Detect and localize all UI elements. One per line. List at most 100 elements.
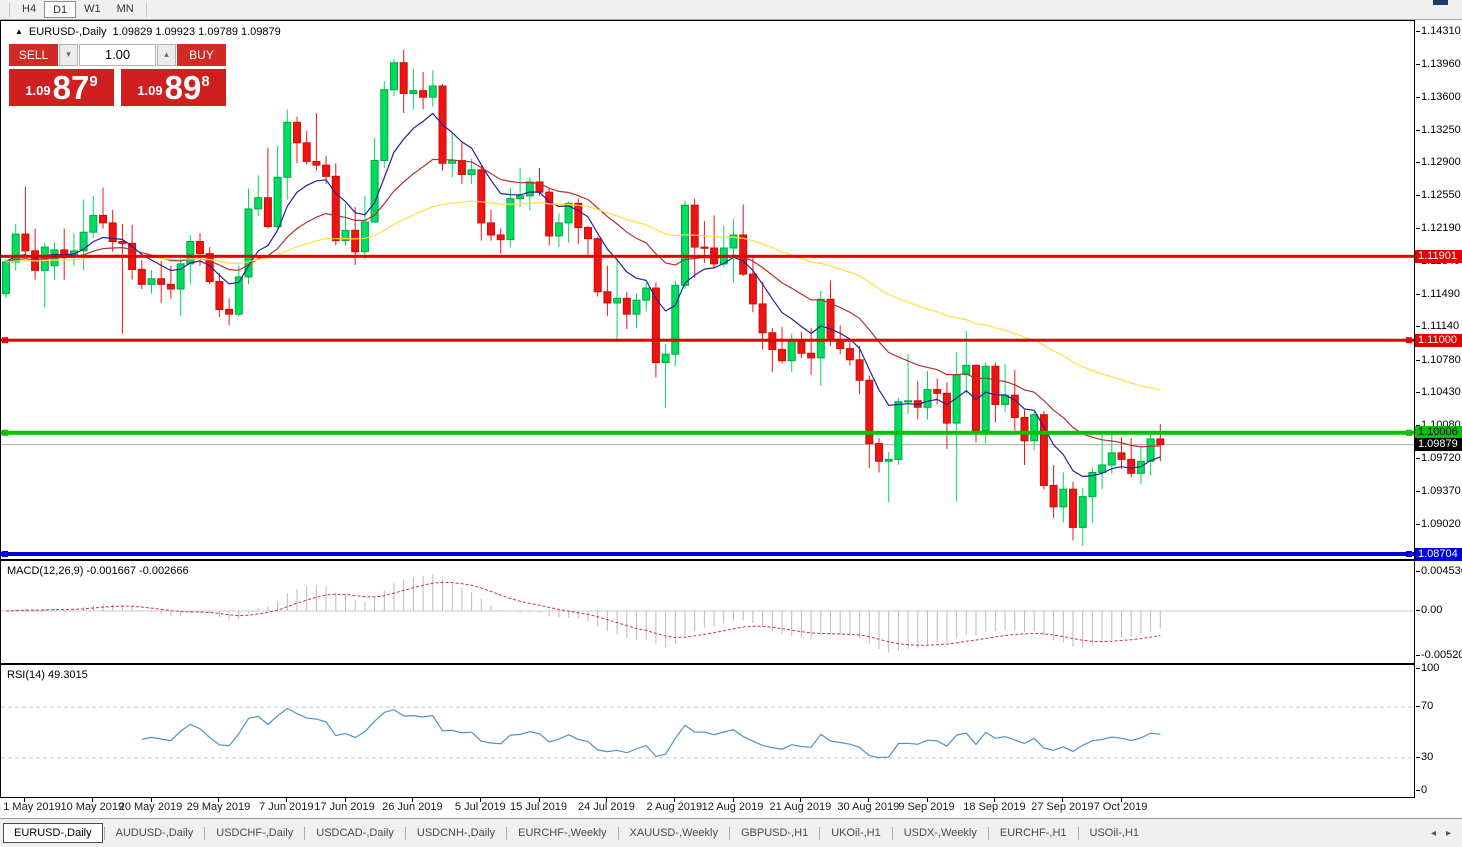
date-tick-mark xyxy=(480,798,482,802)
price-tick: 1.12550 xyxy=(1416,189,1461,201)
tab-separator xyxy=(891,826,893,840)
price-level-chip: 1.11901 xyxy=(1415,249,1462,263)
date-tick-label: 18 Sep 2019 xyxy=(963,801,1026,813)
date-tick-label: 21 Aug 2019 xyxy=(769,801,832,813)
rsi-label: RSI(14) 49.3015 xyxy=(7,669,88,681)
date-tick-label: 2 Aug 2019 xyxy=(646,801,703,813)
date-tick-mark xyxy=(344,798,346,802)
tab-usoil-h1[interactable]: USOil-,H1 xyxy=(1089,827,1140,839)
date-tick-label: 30 Aug 2019 xyxy=(837,801,900,813)
price-tick: 1.09720 xyxy=(1416,452,1461,464)
date-tick-mark xyxy=(286,798,288,802)
macd-indicator-pane[interactable]: MACD(12,26,9) -0.001667 -0.002666 xyxy=(0,560,1415,664)
price-tick: 1.13960 xyxy=(1416,58,1461,70)
tab-separator xyxy=(728,826,730,840)
tab-eurchf-weekly[interactable]: EURCHF-,Weekly xyxy=(518,827,607,839)
buy-price-pips: 89 xyxy=(164,69,202,106)
date-tick-mark xyxy=(218,798,220,802)
tab-eurchf-h1[interactable]: EURCHF-,H1 xyxy=(999,827,1067,839)
date-tick-mark xyxy=(1062,798,1064,802)
date-tick-mark xyxy=(538,798,540,802)
tab-ukoil-h1[interactable]: UKOil-,H1 xyxy=(831,827,881,839)
rsi-tick: 0 xyxy=(1416,784,1427,796)
date-tick-mark xyxy=(24,798,26,802)
rsi-tick: 30 xyxy=(1416,751,1433,763)
date-tick-label: 7 Jun 2019 xyxy=(259,801,314,813)
buy-price-base: 1.09 xyxy=(137,83,163,98)
macd-tick: 0.004536 xyxy=(1416,565,1462,577)
rsi-tick: 70 xyxy=(1416,700,1433,712)
time-scale[interactable]: 1 May 2019 10 May 2019 20 May 2019 29 May 2… xyxy=(0,798,1415,818)
macd-tick: 0.00 xyxy=(1416,604,1442,616)
toolbar-separator xyxy=(9,2,10,17)
timeframe-button-d1[interactable]: D1 xyxy=(44,1,77,18)
tab-scroll-right-icon[interactable]: ▸ xyxy=(1445,827,1451,839)
sell-price-quote[interactable]: 1.09 87 9 xyxy=(9,69,114,106)
date-tick-mark xyxy=(868,798,870,802)
timeframe-toolbar: H4 D1 W1 MN xyxy=(0,0,1462,20)
date-tick-mark xyxy=(92,798,94,802)
tab-usdchf-daily[interactable]: USDCHF-,Daily xyxy=(216,827,294,839)
timeframe-button-mn[interactable]: MN xyxy=(116,3,134,15)
tab-separator xyxy=(304,826,306,840)
volume-increase-button[interactable]: ▴ xyxy=(157,44,176,66)
price-level-chip: 1.08704 xyxy=(1415,547,1462,561)
price-tick: 1.13250 xyxy=(1416,124,1461,136)
tab-usdx-weekly[interactable]: USDX-,Weekly xyxy=(903,827,977,839)
date-tick-label: 15 Jul 2019 xyxy=(510,801,567,813)
date-tick-label: 9 Sep 2019 xyxy=(898,801,955,813)
chart-tab-bar: EURUSD-,Daily AUDUSD-,Daily USDCHF-,Daily U… xyxy=(0,818,1462,847)
tab-xauusd-weekly[interactable]: XAUUSD-,Weekly xyxy=(629,827,718,839)
toolbar-separator xyxy=(145,2,147,17)
tab-audusd-daily[interactable]: AUDUSD-,Daily xyxy=(115,827,194,839)
price-scale[interactable]: 1.14310 1.13960 1.13600 1.13250 1.12900 1.125… xyxy=(1415,20,1462,818)
tab-scroll-arrows: ◂ ▸ xyxy=(1431,828,1459,839)
tab-separator xyxy=(987,826,989,840)
price-level-chip: 1.09879 xyxy=(1415,438,1462,452)
date-tick-mark xyxy=(674,798,676,802)
tab-usdcnh-daily[interactable]: USDCNH-,Daily xyxy=(416,827,496,839)
date-tick-mark xyxy=(994,798,996,802)
tab-separator xyxy=(506,826,508,840)
tab-gbpusd-h1[interactable]: GBPUSD-,H1 xyxy=(740,827,809,839)
tab-separator xyxy=(819,826,821,840)
price-tick: 1.11140 xyxy=(1416,320,1459,332)
timeframe-button-h4[interactable]: H4 xyxy=(22,3,37,15)
date-tick-label: 24 Jul 2019 xyxy=(577,801,635,813)
date-tick-label: 7 Oct 2019 xyxy=(1093,801,1148,813)
collapse-arrow-icon[interactable]: ▲ xyxy=(15,27,23,36)
chart-ohlc-values: 1.09829 1.09923 1.09789 1.09879 xyxy=(112,26,281,38)
price-chart-pane[interactable]: ▲ EURUSD-,Daily 1.09829 1.09923 1.09789 … xyxy=(0,20,1415,560)
sell-button[interactable]: SELL xyxy=(9,44,58,66)
date-tick-mark xyxy=(800,798,802,802)
price-tick: 1.12900 xyxy=(1416,156,1461,168)
timeframe-button-w1[interactable]: W1 xyxy=(84,3,101,15)
macd-canvas[interactable] xyxy=(1,561,1414,663)
volume-input[interactable]: 1.00 xyxy=(79,44,156,66)
tab-scroll-left-icon[interactable]: ◂ xyxy=(1430,827,1436,839)
macd-tick: -0.005205 xyxy=(1416,649,1462,661)
price-chart-canvas[interactable] xyxy=(1,21,1414,559)
price-tick: 1.10780 xyxy=(1416,354,1461,366)
price-tick: 1.09370 xyxy=(1416,485,1461,497)
date-tick-mark xyxy=(150,798,152,802)
tab-usdcad-daily[interactable]: USDCAD-,Daily xyxy=(316,827,394,839)
rsi-tick: 100 xyxy=(1416,662,1439,674)
date-tick-label: 1 May 2019 xyxy=(3,801,61,813)
date-tick-label: 12 Aug 2019 xyxy=(701,801,764,813)
price-tick: 1.10430 xyxy=(1416,386,1461,398)
volume-decrease-button[interactable]: ▾ xyxy=(59,44,78,66)
price-tick: 1.09020 xyxy=(1416,518,1461,530)
date-tick-label: 10 May 2019 xyxy=(60,801,125,813)
date-tick-mark xyxy=(732,798,734,802)
rsi-canvas[interactable] xyxy=(1,665,1414,797)
tab-eurusd-daily[interactable]: EURUSD-,Daily xyxy=(3,823,103,843)
buy-price-quote[interactable]: 1.09 89 8 xyxy=(121,69,226,106)
chart-title: ▲ EURUSD-,Daily 1.09829 1.09923 1.09789 … xyxy=(15,26,281,38)
buy-button[interactable]: BUY xyxy=(177,44,226,66)
sell-price-point: 9 xyxy=(89,73,98,90)
chart-symbol-label: EURUSD-,Daily xyxy=(28,26,107,38)
rsi-indicator-pane[interactable]: RSI(14) 49.3015 xyxy=(0,664,1415,798)
date-tick-mark xyxy=(1120,798,1122,802)
date-tick-label: 26 Jun 2019 xyxy=(382,801,443,813)
